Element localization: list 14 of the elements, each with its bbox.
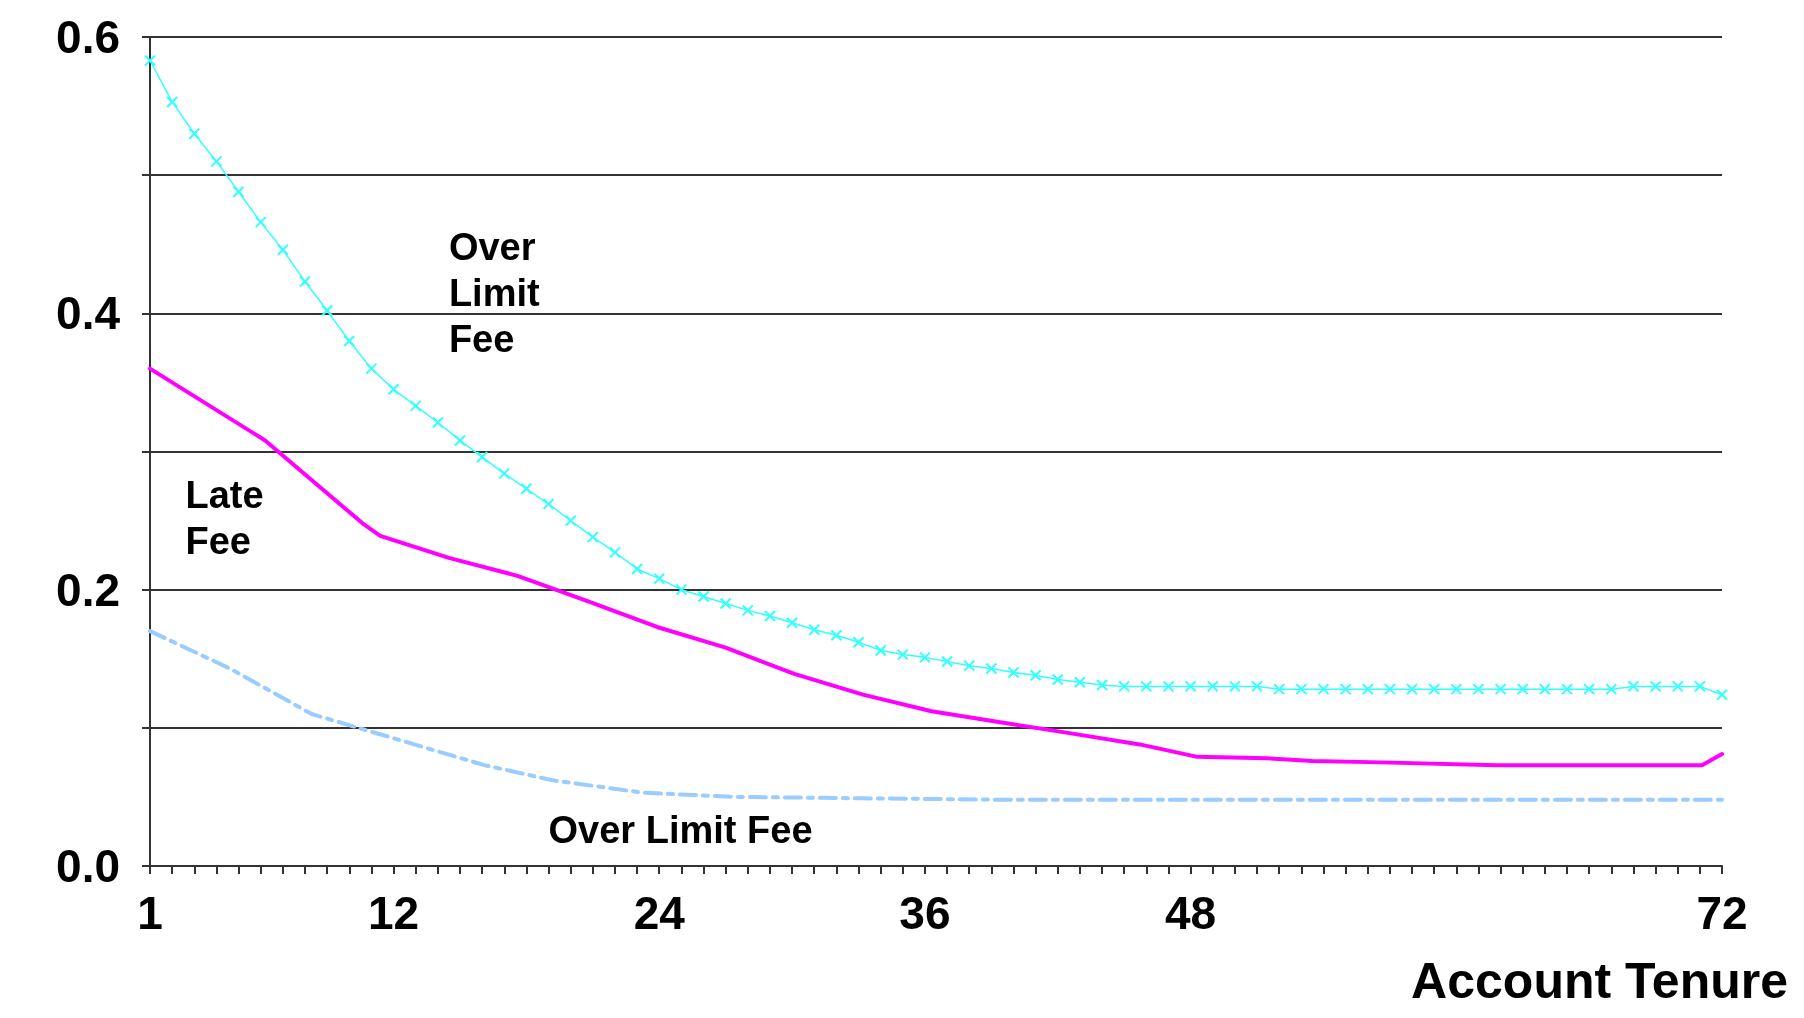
- y-tick-label: 0.0: [56, 840, 120, 892]
- x-tick-label: 24: [633, 887, 686, 939]
- y-tick-label: 0.2: [56, 563, 120, 616]
- y-tick-label: 0.4: [56, 287, 121, 340]
- x-tick-label: 1: [137, 887, 163, 939]
- x-tick-label: 72: [1696, 887, 1748, 939]
- x-tick-label: 48: [1165, 887, 1217, 939]
- series-label: Late Fee: [185, 474, 275, 563]
- series-label: Over Limit Fee: [448, 225, 551, 360]
- series-label: Over Limit Fee: [548, 808, 813, 851]
- y-tick-label: 0.6: [56, 11, 120, 63]
- x-tick-label: 36: [899, 887, 951, 939]
- x-tick-label: 12: [367, 887, 420, 939]
- x-axis-title: Account Tenure: [1411, 953, 1789, 1009]
